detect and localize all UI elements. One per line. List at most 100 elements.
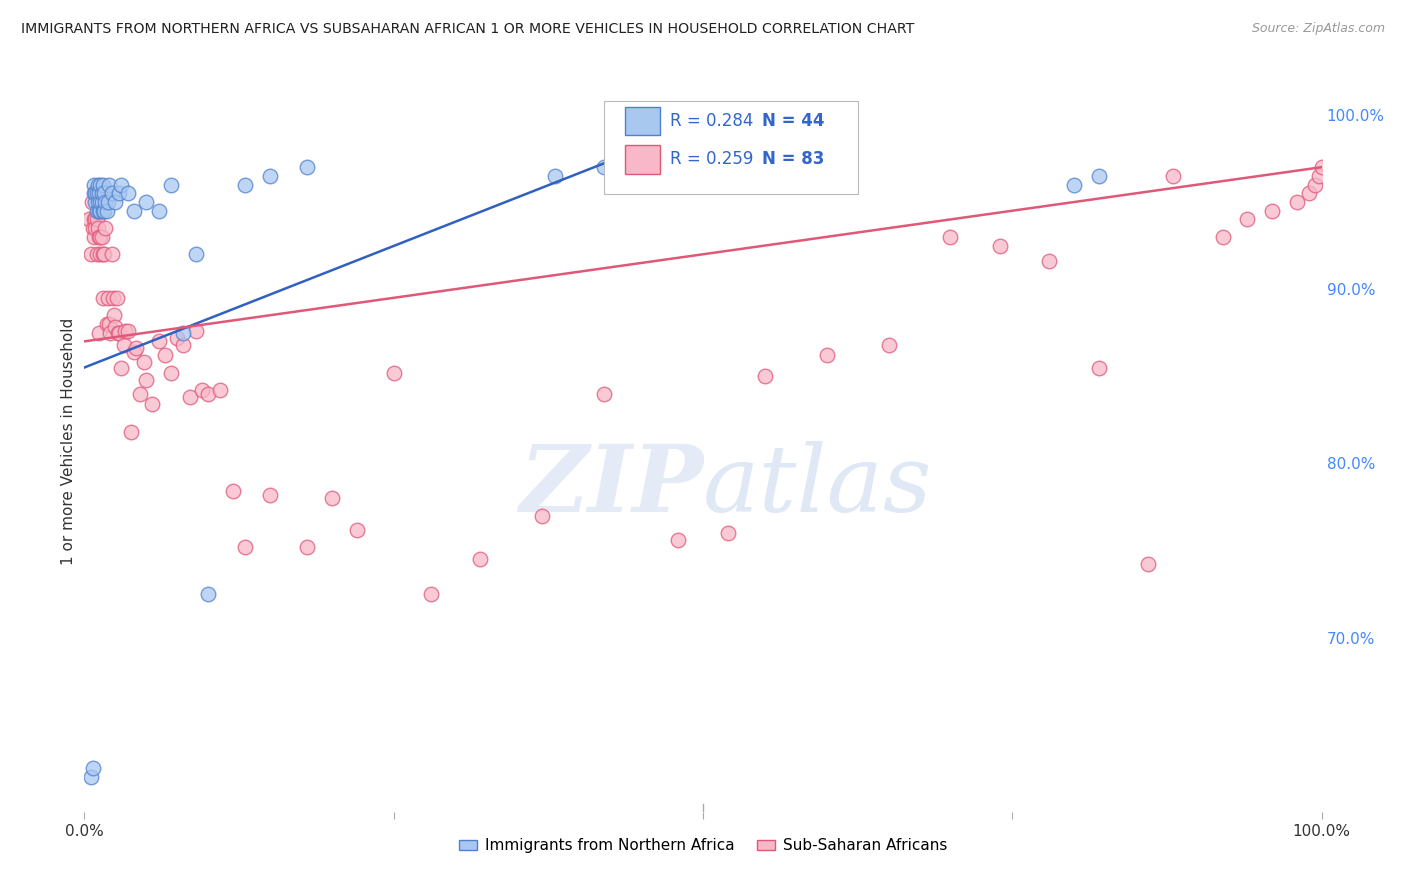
- Point: [110, 360, 132, 375]
- Point: [419, 587, 441, 601]
- Point: [1212, 230, 1234, 244]
- Point: [259, 169, 281, 183]
- Point: [83, 178, 105, 192]
- Point: [87, 194, 110, 209]
- Point: [939, 230, 962, 244]
- Point: [98, 326, 121, 340]
- Point: [87, 203, 110, 218]
- Text: N = 83: N = 83: [762, 151, 825, 169]
- Point: [89, 247, 111, 261]
- Point: [1308, 169, 1330, 183]
- Point: [1298, 186, 1320, 201]
- Point: [89, 186, 111, 201]
- Point: [1137, 558, 1160, 572]
- Point: [84, 194, 107, 209]
- Point: [112, 338, 135, 352]
- Point: [1088, 360, 1111, 375]
- Point: [89, 194, 111, 209]
- Y-axis label: 1 or more Vehicles in Household: 1 or more Vehicles in Household: [60, 318, 76, 566]
- Point: [1285, 194, 1308, 209]
- Point: [82, 761, 104, 775]
- Point: [86, 247, 108, 261]
- Point: [295, 160, 318, 174]
- Point: [1305, 178, 1327, 192]
- Point: [90, 186, 112, 201]
- Point: [543, 169, 565, 183]
- Text: Source: ZipAtlas.com: Source: ZipAtlas.com: [1251, 22, 1385, 36]
- Text: R = 0.284: R = 0.284: [669, 112, 754, 130]
- Point: [86, 212, 108, 227]
- Point: [104, 194, 127, 209]
- Point: [531, 508, 554, 523]
- Point: [83, 212, 105, 227]
- Point: [89, 203, 111, 218]
- Point: [91, 203, 114, 218]
- Point: [197, 386, 219, 401]
- Point: [89, 326, 111, 340]
- Point: [117, 186, 139, 201]
- Text: N = 44: N = 44: [762, 112, 825, 130]
- Point: [84, 186, 107, 201]
- Point: [666, 533, 689, 547]
- Point: [593, 160, 616, 174]
- Point: [470, 552, 492, 566]
- Point: [94, 221, 117, 235]
- Point: [1310, 160, 1333, 174]
- Point: [222, 484, 245, 499]
- Point: [233, 178, 256, 192]
- Point: [87, 221, 110, 235]
- Text: R = 0.259: R = 0.259: [669, 151, 754, 169]
- Point: [132, 355, 155, 369]
- Point: [166, 331, 188, 345]
- Point: [84, 221, 107, 235]
- Point: [80, 194, 103, 209]
- Point: [105, 291, 128, 305]
- Point: [98, 178, 121, 192]
- Point: [125, 342, 148, 356]
- Point: [148, 334, 170, 349]
- Point: [184, 247, 207, 261]
- Point: [79, 770, 101, 784]
- Point: [98, 317, 121, 331]
- Point: [135, 373, 157, 387]
- Point: [100, 247, 122, 261]
- Text: IMMIGRANTS FROM NORTHERN AFRICA VS SUBSAHARAN AFRICAN 1 OR MORE VEHICLES IN HOUS: IMMIGRANTS FROM NORTHERN AFRICA VS SUBSA…: [21, 22, 914, 37]
- Point: [1063, 178, 1085, 192]
- Text: ZIP: ZIP: [519, 441, 703, 531]
- Point: [89, 203, 111, 218]
- Point: [82, 221, 104, 235]
- Legend: Immigrants from Northern Africa, Sub-Saharan Africans: Immigrants from Northern Africa, Sub-Sah…: [453, 832, 953, 860]
- Point: [91, 178, 114, 192]
- Point: [321, 491, 343, 505]
- Point: [160, 178, 183, 192]
- Point: [141, 397, 163, 411]
- Point: [988, 238, 1011, 252]
- Point: [97, 291, 120, 305]
- Point: [103, 308, 125, 322]
- Point: [172, 326, 194, 340]
- Point: [1261, 203, 1284, 218]
- Point: [91, 291, 114, 305]
- Point: [209, 383, 232, 397]
- Point: [94, 194, 117, 209]
- Point: [83, 230, 105, 244]
- Point: [1236, 212, 1258, 227]
- Point: [107, 326, 129, 340]
- Point: [79, 212, 101, 227]
- Point: [100, 186, 122, 201]
- Point: [135, 194, 157, 209]
- Bar: [626, 145, 659, 174]
- Point: [346, 523, 368, 537]
- Point: [104, 320, 127, 334]
- Point: [233, 540, 256, 554]
- Point: [89, 230, 111, 244]
- Point: [153, 348, 176, 362]
- Point: [108, 186, 131, 201]
- Point: [90, 230, 112, 244]
- Point: [160, 366, 183, 380]
- Point: [93, 186, 115, 201]
- Point: [754, 369, 776, 384]
- Point: [122, 344, 145, 359]
- Point: [108, 326, 131, 340]
- Point: [593, 386, 616, 401]
